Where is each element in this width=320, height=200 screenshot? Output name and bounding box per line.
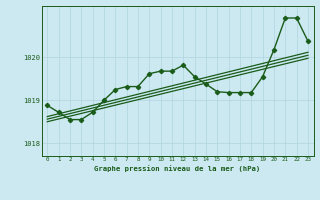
X-axis label: Graphe pression niveau de la mer (hPa): Graphe pression niveau de la mer (hPa) bbox=[94, 165, 261, 172]
